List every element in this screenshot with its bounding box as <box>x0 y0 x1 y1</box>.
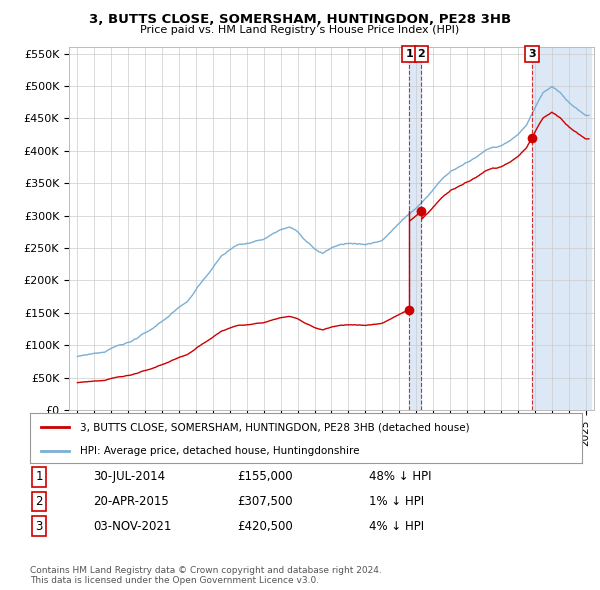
Bar <box>409 47 421 410</box>
Text: 3, BUTTS CLOSE, SOMERSHAM, HUNTINGDON, PE28 3HB (detached house): 3, BUTTS CLOSE, SOMERSHAM, HUNTINGDON, P… <box>80 422 469 432</box>
Text: Contains HM Land Registry data © Crown copyright and database right 2024.
This d: Contains HM Land Registry data © Crown c… <box>30 566 382 585</box>
Text: 1% ↓ HPI: 1% ↓ HPI <box>369 495 424 508</box>
Text: 3, BUTTS CLOSE, SOMERSHAM, HUNTINGDON, PE28 3HB: 3, BUTTS CLOSE, SOMERSHAM, HUNTINGDON, P… <box>89 13 511 26</box>
Text: 30-JUL-2014: 30-JUL-2014 <box>93 470 165 483</box>
Text: 3: 3 <box>35 520 43 533</box>
Text: 3: 3 <box>528 49 536 59</box>
Text: 20-APR-2015: 20-APR-2015 <box>93 495 169 508</box>
Text: 2: 2 <box>418 49 425 59</box>
Text: 48% ↓ HPI: 48% ↓ HPI <box>369 470 431 483</box>
Text: 1: 1 <box>405 49 413 59</box>
Text: 2: 2 <box>35 495 43 508</box>
Bar <box>532 47 590 410</box>
Text: £155,000: £155,000 <box>237 470 293 483</box>
Text: £307,500: £307,500 <box>237 495 293 508</box>
Text: HPI: Average price, detached house, Huntingdonshire: HPI: Average price, detached house, Hunt… <box>80 445 359 455</box>
Text: 4% ↓ HPI: 4% ↓ HPI <box>369 520 424 533</box>
Text: 1: 1 <box>35 470 43 483</box>
Text: £420,500: £420,500 <box>237 520 293 533</box>
Text: 03-NOV-2021: 03-NOV-2021 <box>93 520 172 533</box>
Text: Price paid vs. HM Land Registry’s House Price Index (HPI): Price paid vs. HM Land Registry’s House … <box>140 25 460 35</box>
